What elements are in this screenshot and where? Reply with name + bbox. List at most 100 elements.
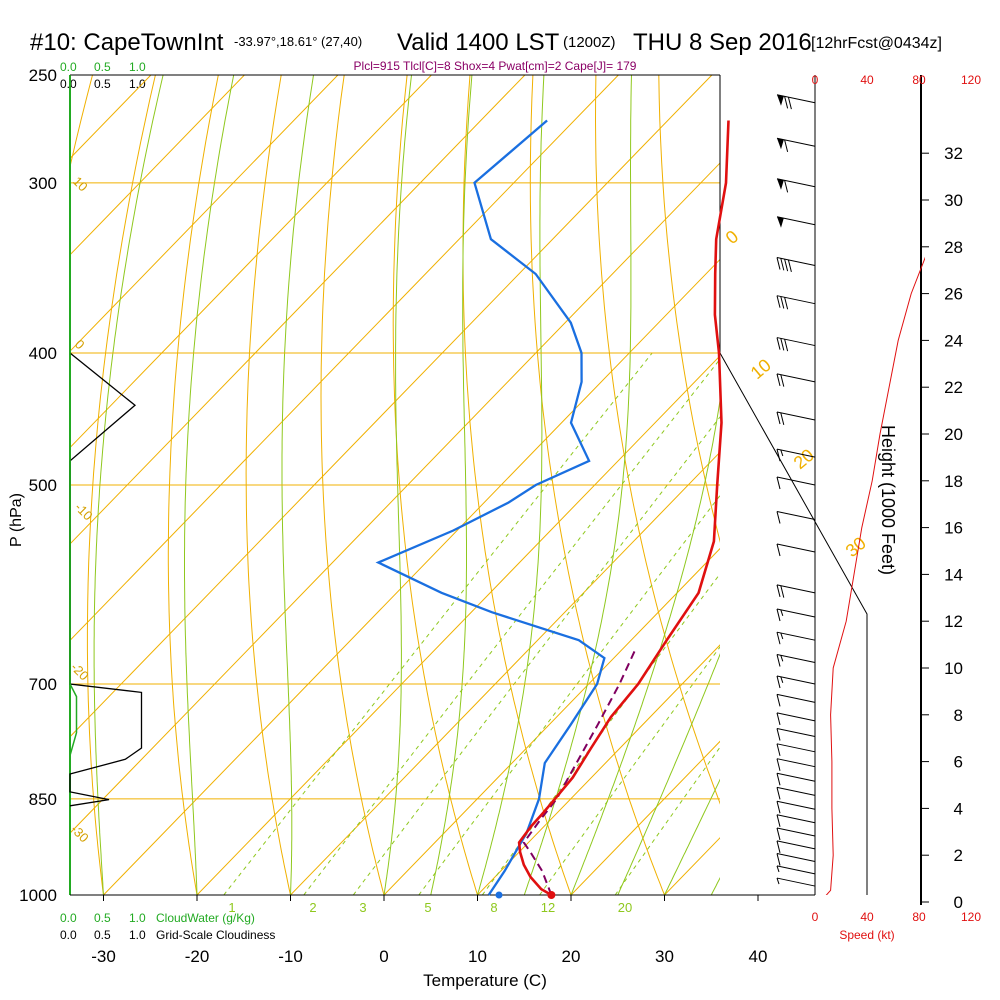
cloudiness-scale-top-1: 0.5: [94, 77, 111, 91]
wind-barb-staff: [776, 853, 816, 863]
wind-speed-profile: [825, 256, 925, 895]
height-tick-label: 22: [944, 378, 963, 397]
wind-barb: [776, 216, 816, 228]
station-coords: -33.97°,18.61° (27,40): [234, 34, 362, 49]
dry-adiabat-line: [594, 75, 720, 805]
wind-barb-feather: [787, 97, 792, 110]
wind-barb-feather: [780, 585, 785, 598]
isotherm-line: [852, 75, 1000, 895]
speed-axis-label: Speed (kt): [839, 928, 894, 942]
wind-barb-staff: [776, 584, 816, 594]
speed-tick-label-bottom: 80: [912, 910, 926, 924]
wind-barb: [776, 295, 816, 310]
cloudwater-scale-bottom-1: 0.5: [94, 911, 111, 925]
moist-adiabat-line: [93, 75, 164, 895]
wind-barb: [776, 510, 816, 524]
wind-barb-staff: [776, 94, 816, 104]
dry-adiabat-label: 10: [747, 355, 775, 383]
wind-barb-flag: [777, 94, 784, 106]
wind-barb-feather: [784, 139, 789, 152]
wind-barb-feather: [776, 511, 781, 524]
wind-barb-feather: [776, 814, 781, 827]
wind-barbs: [776, 94, 816, 887]
height-tick-label: 30: [944, 191, 963, 210]
height-tick-label: 8: [954, 706, 963, 725]
wind-barb: [776, 728, 816, 741]
wind-barb-staff: [776, 510, 816, 520]
wind-barb-flag: [777, 138, 784, 150]
wind-barb-half-feather: [776, 877, 780, 885]
wind-barb-feather: [784, 180, 789, 193]
wind-barb-feather: [780, 296, 785, 309]
wind-barb: [776, 476, 816, 490]
wind-barb: [776, 337, 816, 352]
wind-barb-staff: [776, 712, 816, 722]
surface-dewpoint-marker: [495, 891, 503, 899]
dry-adiabat-line: [970, 51, 1000, 924]
cloudwater-scale-bottom-0: 0.0: [60, 911, 77, 925]
dry-adiabat-line: [320, 75, 385, 895]
isotherm-line: [70, 75, 339, 352]
wind-barb-feather: [776, 758, 781, 771]
wind-barb-staff: [776, 411, 816, 421]
wind-barb-staff: [776, 476, 816, 486]
mixing-ratio-label: 2: [309, 900, 316, 915]
height-tick-label: 16: [944, 519, 963, 538]
cloudiness-scale-bottom-2: 1.0: [129, 928, 146, 942]
wind-barb-feather: [776, 411, 781, 425]
wind-barb-staff: [776, 877, 816, 887]
wind-barb-feather: [776, 801, 781, 814]
wind-barb: [776, 758, 816, 771]
y-axis-label: P (hPa): [8, 493, 25, 547]
wind-barb: [776, 675, 816, 689]
mixing-ratio-line: [418, 494, 720, 895]
wind-barb: [776, 411, 816, 425]
wind-barb-feather: [776, 787, 781, 800]
wind-barb-staff: [776, 728, 816, 738]
wind-barb-feather: [776, 449, 781, 462]
wind-barb-staff: [776, 675, 816, 685]
moist-adiabat-line: [477, 75, 545, 895]
speed-tick-label-top: 120: [961, 73, 981, 87]
height-tick-label: 14: [944, 565, 963, 584]
stability-indices: Plcl=915 Tlcl[C]=8 Shox=4 Pwat[cm]=2 Cap…: [354, 59, 637, 73]
pressure-tick-label: 250: [29, 66, 57, 85]
wind-barb-feather: [776, 840, 781, 854]
wind-barb-feather: [784, 297, 789, 310]
wind-barb: [776, 853, 816, 866]
wind-barb-feather: [776, 743, 781, 756]
moist-adiabat-label: -30: [68, 822, 92, 846]
speed-tick-label-top: 80: [912, 73, 926, 87]
cloudiness-profile: [69, 352, 143, 807]
mixing-ratio-label: 12: [541, 900, 555, 915]
dry-adiabat-line: [245, 75, 292, 895]
x-tick-label: -30: [91, 947, 116, 966]
speed-tick-label-top: 0: [812, 73, 819, 87]
wind-barb-staff: [776, 295, 816, 305]
wind-barb-staff: [776, 608, 816, 618]
wind-barb-staff: [776, 865, 816, 875]
x-tick-label: 0: [379, 947, 388, 966]
height-tick-label: 10: [944, 659, 963, 678]
wind-barb-staff: [776, 800, 816, 810]
moist-adiabat-line: [281, 75, 315, 895]
mixing-ratio-line: [614, 746, 720, 895]
wind-barb-flag: [777, 216, 784, 228]
pressure-tick-label: 300: [29, 174, 57, 193]
wind-barb: [776, 543, 816, 557]
wind-barb: [776, 137, 816, 152]
wind-barb-half-feather: [780, 632, 784, 640]
isotherm-line: [477, 644, 720, 895]
wind-barb-staff: [776, 337, 816, 347]
surface-temperature-marker: [547, 891, 556, 899]
cloudwater-label: CloudWater (g/Kg): [156, 911, 255, 925]
cloudwater-scale-bottom-2: 1.0: [129, 911, 146, 925]
height-tick-label: 26: [944, 285, 963, 304]
pressure-tick-label: 400: [29, 344, 57, 363]
cloudiness-scale-bottom-1: 0.5: [94, 928, 111, 942]
wind-barb-feather: [776, 654, 781, 667]
mixing-ratio-label: 3: [359, 900, 366, 915]
wind-barb-staff: [776, 743, 816, 753]
